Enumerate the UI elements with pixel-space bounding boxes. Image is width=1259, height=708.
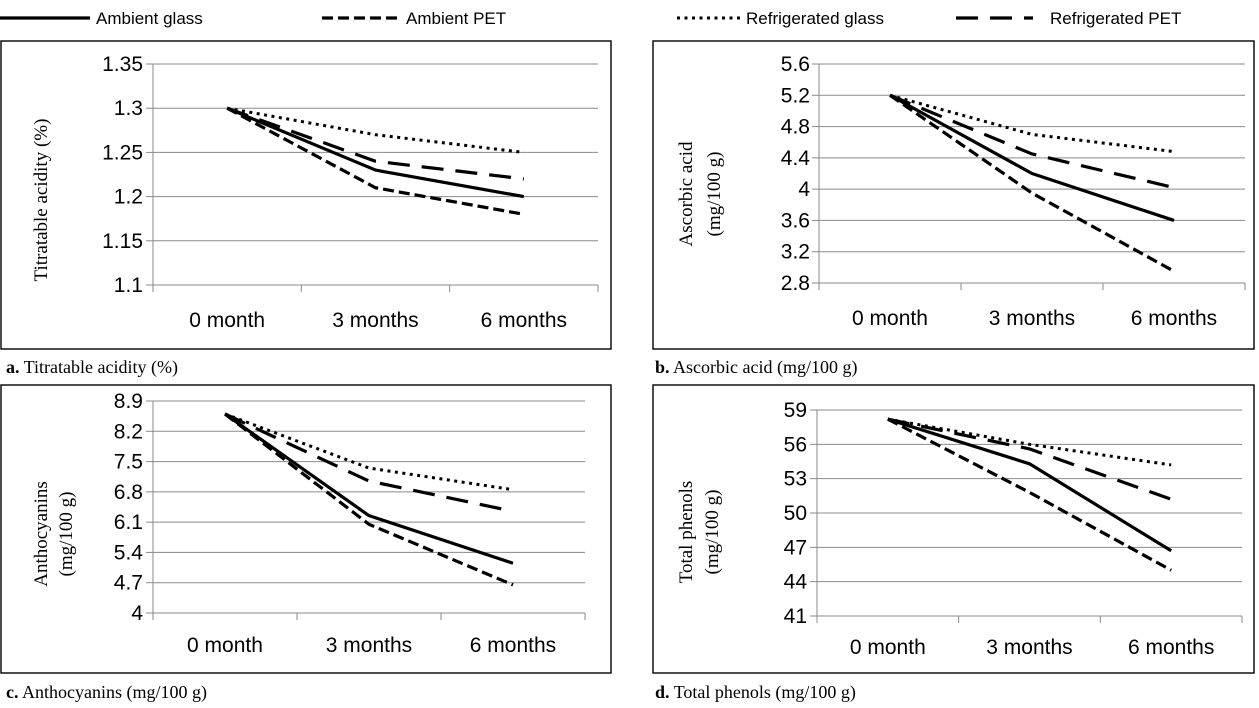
legend-label-refrigerated-glass: Refrigerated glass xyxy=(746,9,884,28)
x-tick-label: 3 months xyxy=(989,307,1075,330)
y-axis-title: (mg/100 g) xyxy=(702,490,723,575)
chart-frame xyxy=(653,41,1254,349)
caption-c: c. Anthocyanins (mg/100 g) xyxy=(6,682,207,703)
series-line-ambient-glass xyxy=(225,414,513,563)
legend-label-refrigerated-pet: Refrigerated PET xyxy=(1050,9,1181,28)
y-axis-title: Ascorbic acid xyxy=(676,141,697,246)
y-axis-title: Total phenols xyxy=(676,481,697,584)
y-tick-label: 53 xyxy=(784,468,807,491)
y-tick-label: 7.5 xyxy=(114,451,143,474)
caption-b: b. Ascorbic acid (mg/100 g) xyxy=(655,357,857,378)
x-tick-label: 3 months xyxy=(326,634,412,657)
y-tick-label: 5.2 xyxy=(781,84,810,107)
series-line-ambient-pet xyxy=(225,414,513,585)
series-line-refrigerated-pet xyxy=(227,108,524,179)
chart-frame xyxy=(1,385,611,673)
y-tick-label: 1.25 xyxy=(102,141,143,164)
caption-text: Anthocyanins (mg/100 g) xyxy=(19,682,207,702)
caption-letter: b. xyxy=(655,357,670,377)
y-axis-title: Anthocyanins xyxy=(31,481,52,587)
y-tick-label: 5.6 xyxy=(781,53,810,76)
y-tick-label: 1.1 xyxy=(114,274,143,297)
caption-a: a. Titratable acidity (%) xyxy=(6,357,178,378)
panel-b: 2.8 3.2 3.6 4 4.4 4.8 5.2 5.6 0 month 3 months 6 m… xyxy=(652,40,1255,350)
chart-titratable-acidity: 1.1 1.15 1.2 1.25 1.3 1.35 0 month 3 months 6 mo… xyxy=(0,40,612,350)
caption-letter: d. xyxy=(655,682,670,702)
caption-letter: a. xyxy=(6,357,20,377)
legend-item-ambient-pet: Ambient PET xyxy=(322,9,506,28)
panel-c: 4 4.7 5.4 6.1 6.8 7.5 8.2 8.9 0 month 3 months 6 m… xyxy=(0,384,612,674)
y-axis-title: (mg/100 g) xyxy=(56,492,77,577)
y-tick-label: 47 xyxy=(784,536,807,559)
series-line-refrigerated-glass xyxy=(225,414,513,490)
series-line-refrigerated-pet xyxy=(225,414,513,511)
caption-text: Ascorbic acid (mg/100 g) xyxy=(670,357,858,377)
y-tick-label: 4.7 xyxy=(114,572,143,595)
x-tick-label: 6 months xyxy=(481,309,567,332)
caption-letter: c. xyxy=(6,682,19,702)
chart-anthocyanins: 4 4.7 5.4 6.1 6.8 7.5 8.2 8.9 0 month 3 months 6 m… xyxy=(0,384,612,674)
y-tick-label: 41 xyxy=(784,605,807,628)
y-axis-title: (mg/100 g) xyxy=(704,152,725,237)
chart-total-phenols: 41 44 47 50 53 56 59 0 month 3 months 6 months Tot… xyxy=(652,384,1255,674)
y-tick-label: 6.1 xyxy=(114,511,143,534)
caption-text: Total phenols (mg/100 g) xyxy=(670,682,856,702)
x-tick-label: 6 months xyxy=(470,634,556,657)
chart-ascorbic-acid: 2.8 3.2 3.6 4 4.4 4.8 5.2 5.6 0 month 3 months 6 m… xyxy=(652,40,1255,350)
series-line-ambient-pet xyxy=(890,95,1174,271)
chart-legend: Ambient glass Ambient PET Refrigerated gla… xyxy=(0,0,1259,36)
legend-item-ambient-glass: Ambient glass xyxy=(0,9,203,28)
legend-label-ambient-glass: Ambient glass xyxy=(96,9,203,28)
x-tick-label: 0 month xyxy=(852,307,928,330)
legend-label-ambient-pet: Ambient PET xyxy=(406,9,506,28)
legend-item-refrigerated-pet: Refrigerated PET xyxy=(956,9,1181,28)
y-tick-label: 6.8 xyxy=(114,481,143,504)
y-tick-label: 8.9 xyxy=(114,390,143,413)
caption-d: d. Total phenols (mg/100 g) xyxy=(655,682,856,703)
y-tick-label: 5.4 xyxy=(114,541,144,564)
y-tick-label: 3.2 xyxy=(781,241,810,264)
y-tick-label: 2.8 xyxy=(781,272,810,295)
y-tick-label: 44 xyxy=(784,571,808,594)
y-tick-label: 4.4 xyxy=(781,147,811,170)
y-tick-label: 4.8 xyxy=(781,116,810,139)
y-tick-label: 8.2 xyxy=(114,420,143,443)
y-tick-label: 50 xyxy=(784,502,807,525)
legend-item-refrigerated-glass: Refrigerated glass xyxy=(677,9,884,28)
y-axis-title: Titratable acidity (%) xyxy=(31,119,52,282)
x-tick-label: 6 months xyxy=(1131,307,1217,330)
x-tick-label: 0 month xyxy=(850,636,926,659)
chart-frame xyxy=(653,385,1254,673)
y-tick-label: 59 xyxy=(784,399,807,422)
caption-text: Titratable acidity (%) xyxy=(20,357,178,377)
y-tick-label: 1.3 xyxy=(114,97,143,120)
y-tick-label: 1.35 xyxy=(102,53,143,76)
y-tick-label: 4 xyxy=(131,602,143,625)
panel-a: 1.1 1.15 1.2 1.25 1.3 1.35 0 month 3 months 6 mo… xyxy=(0,40,612,350)
x-tick-label: 3 months xyxy=(332,309,418,332)
x-tick-label: 0 month xyxy=(187,634,263,657)
y-tick-label: 1.15 xyxy=(102,230,143,253)
panel-d: 41 44 47 50 53 56 59 0 month 3 months 6 months Tot… xyxy=(652,384,1255,674)
x-tick-label: 3 months xyxy=(986,636,1072,659)
y-tick-label: 56 xyxy=(784,433,807,456)
y-tick-label: 1.2 xyxy=(114,186,143,209)
x-tick-label: 0 month xyxy=(189,309,265,332)
x-tick-label: 6 months xyxy=(1128,636,1214,659)
y-tick-label: 3.6 xyxy=(781,209,810,232)
y-tick-label: 4 xyxy=(798,178,810,201)
legend-svg: Ambient glass Ambient PET Refrigerated gla… xyxy=(0,0,1259,36)
